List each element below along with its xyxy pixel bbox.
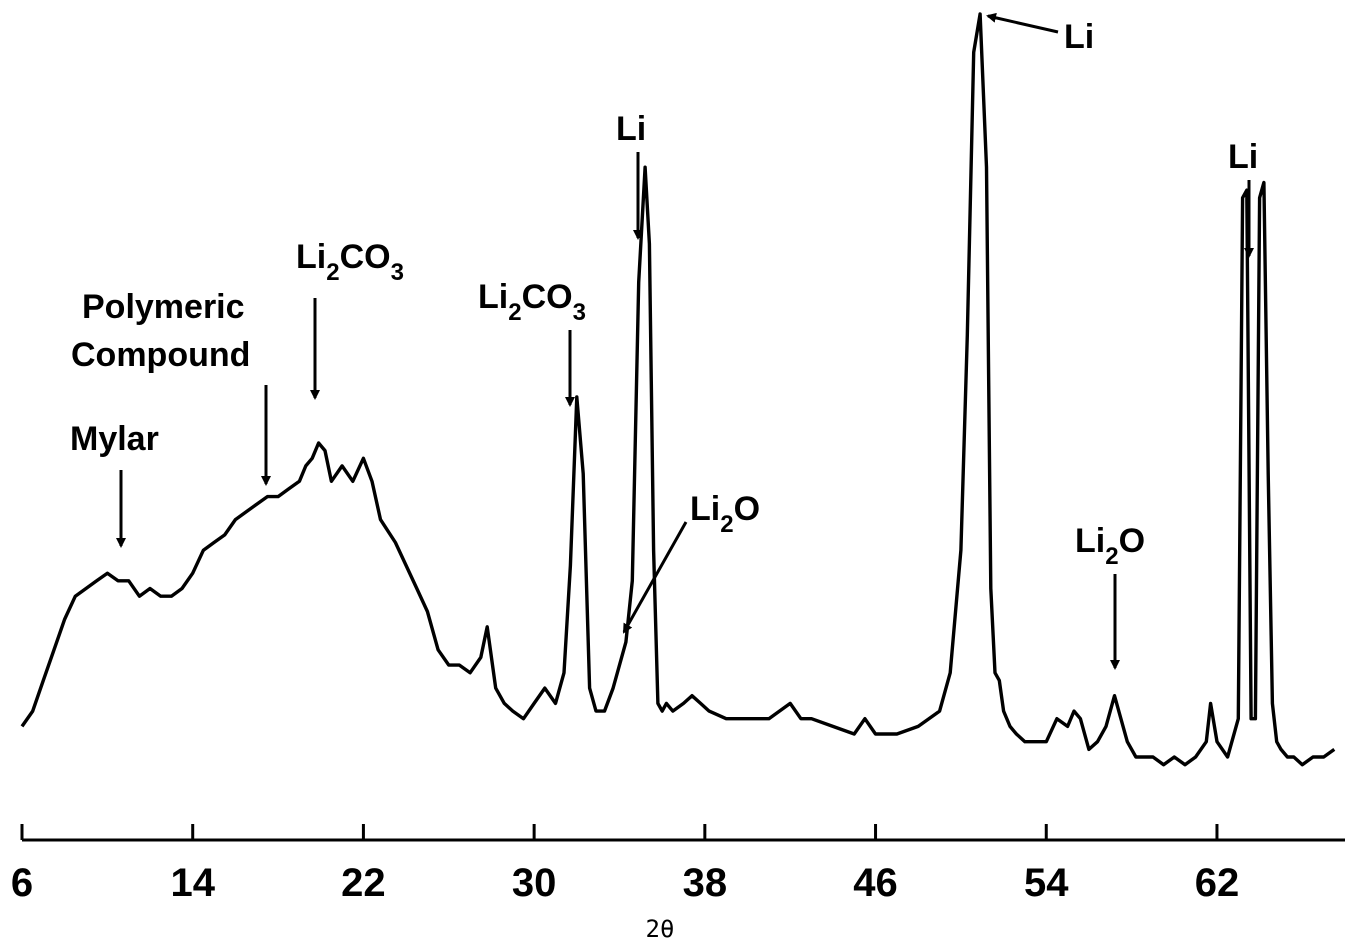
- x-tick-label: 6: [11, 861, 33, 905]
- annotation-label: Li: [1228, 138, 1258, 176]
- annotation-label-line2: Compound: [71, 336, 250, 374]
- x-tick-label: 22: [341, 861, 386, 905]
- annotation-li-3: Li: [1228, 138, 1258, 258]
- annotation-label: Li: [616, 110, 646, 148]
- x-tick-label: 38: [683, 861, 728, 905]
- annotation-li2co3-1: Li2CO3: [296, 238, 404, 400]
- annotation-label: Li: [1064, 18, 1094, 56]
- x-axis: [20, 824, 1345, 842]
- annotation-mylar: Mylar: [70, 420, 159, 548]
- annotation-label: Mylar: [70, 420, 159, 458]
- annotation-label: Li2O: [690, 490, 760, 538]
- annotation-label: Polymeric: [82, 288, 245, 326]
- x-tick-labels: 6 14 22 30 38 46 54 62: [11, 861, 1239, 905]
- x-axis-label: 2θ: [646, 915, 675, 943]
- annotation-label: Li2O: [1075, 522, 1145, 570]
- x-tick-label: 14: [170, 861, 215, 905]
- annotation-li-1: Li: [616, 110, 646, 240]
- x-tick-label: 62: [1195, 861, 1240, 905]
- diffraction-spectrum-line: [20, 12, 1336, 767]
- annotation-li2o-2: Li2O: [1075, 522, 1145, 670]
- annotation-polymeric-compound: Polymeric Compound: [71, 288, 271, 486]
- annotation-label: Li2CO3: [478, 278, 586, 326]
- annotation-arrow: [986, 12, 1059, 34]
- x-tick-label: 46: [853, 861, 898, 905]
- annotation-label: Li2CO3: [296, 238, 404, 286]
- x-tick-label: 54: [1024, 861, 1069, 905]
- x-tick-label: 30: [512, 861, 557, 905]
- annotation-li2o-1: Li2O: [622, 490, 760, 634]
- annotation-li-2: Li: [986, 12, 1094, 56]
- annotation-li2co3-2: Li2CO3: [478, 278, 586, 407]
- annotation-arrow: [622, 521, 688, 634]
